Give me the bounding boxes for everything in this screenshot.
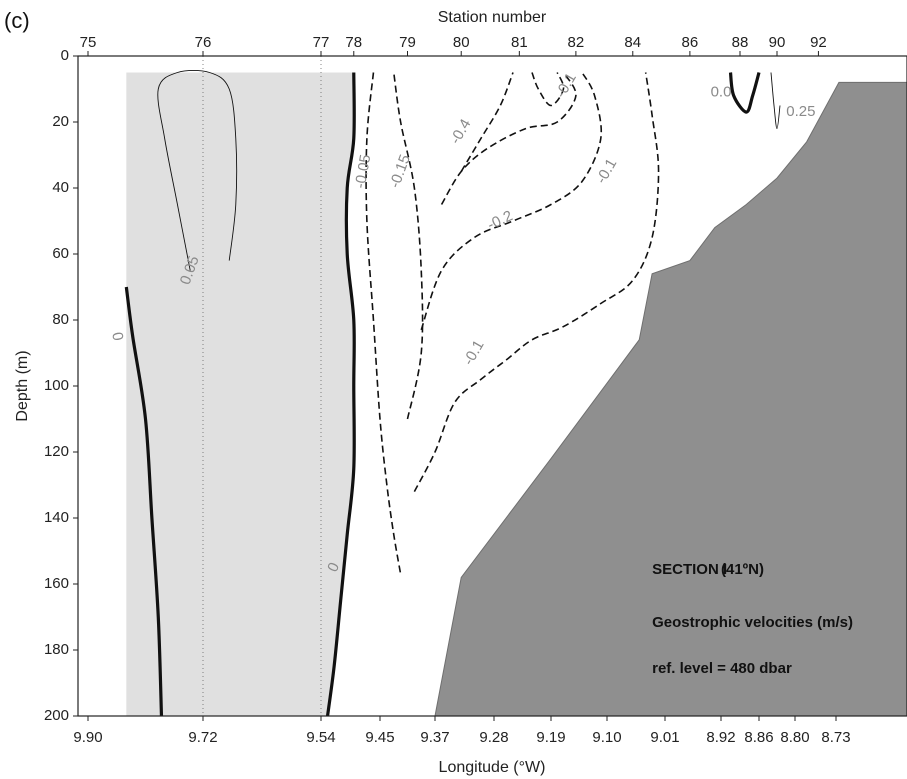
x-tick-label: 8.92 — [706, 729, 735, 746]
section-annotation: SECTION I — [652, 561, 727, 578]
station-label: 82 — [568, 34, 585, 51]
contour-line — [157, 69, 238, 271]
contour-line — [365, 72, 402, 575]
x-tick-label: 9.28 — [479, 729, 508, 746]
station-label: 86 — [682, 34, 699, 51]
x-tick-label: 8.73 — [821, 729, 850, 746]
y-tick-label: 180 — [44, 641, 69, 658]
station-label: 90 — [769, 34, 786, 51]
panel-label: (c) — [4, 8, 30, 33]
x-tick-label: 9.54 — [306, 729, 335, 746]
y-tick-label: 60 — [52, 245, 69, 262]
shaded-region — [126, 72, 354, 716]
y-tick-label: 200 — [44, 707, 69, 724]
x-tick-label: 9.90 — [73, 729, 102, 746]
station-label: 75 — [80, 34, 97, 51]
y-tick-label: 20 — [52, 113, 69, 130]
contour-line — [728, 72, 761, 114]
y-tick-label: 40 — [52, 179, 69, 196]
station-label: 78 — [345, 34, 362, 51]
contour-line — [392, 72, 424, 420]
y-tick-label: 140 — [44, 509, 69, 526]
contour-label: -0.1 — [460, 337, 488, 368]
section-annotation: ref. level = 480 dbar — [652, 660, 792, 677]
y-tick-label: 160 — [44, 575, 69, 592]
x-tick-label: 8.86 — [744, 729, 773, 746]
y-tick-label: 100 — [44, 377, 69, 394]
contour-label: 0 — [108, 331, 126, 342]
x-tick-label: 9.19 — [536, 729, 565, 746]
contour-line — [413, 72, 660, 492]
contour-label: 0.25 — [786, 103, 815, 120]
y-tick-label: 120 — [44, 443, 69, 460]
contour-line — [460, 72, 514, 172]
station-label: 80 — [453, 34, 470, 51]
x-axis-title: Longitude (°W) — [439, 759, 546, 776]
contour-line — [420, 72, 603, 331]
y-tick-label: 0 — [61, 47, 69, 64]
x-tick-label: 9.37 — [420, 729, 449, 746]
contour-line — [770, 72, 781, 130]
contour-line — [124, 286, 164, 717]
section-annotation: Geostrophic velocities (m/s) — [652, 614, 853, 631]
y-axis-title: Depth (m) — [14, 350, 31, 421]
top-axis-title: Station number — [438, 9, 547, 26]
contour-label: -0.2 — [485, 207, 516, 233]
station-label: 81 — [511, 34, 528, 51]
x-tick-label: 9.10 — [592, 729, 621, 746]
contour-label: -0.1 — [593, 156, 621, 187]
contour-label: -0.4 — [447, 116, 475, 147]
seafloor-bathymetry — [434, 81, 907, 717]
contour-label: -0.05 — [352, 153, 375, 190]
x-tick-label: 9.45 — [365, 729, 394, 746]
contour-label: -0.15 — [386, 152, 414, 190]
station-label: 76 — [195, 34, 212, 51]
plot-area: 000.05-0.05 -0.15-0.4-0.2-0.1-0.1-0.10.25… — [44, 34, 907, 746]
x-tick-label: 8.80 — [780, 729, 809, 746]
station-label: 88 — [732, 34, 749, 51]
contour-label: 0.0 — [711, 83, 732, 100]
station-label: 77 — [313, 34, 330, 51]
station-label: 92 — [810, 34, 827, 51]
section-annotation: (41ºN) — [721, 561, 764, 578]
y-tick-label: 80 — [52, 311, 69, 328]
x-tick-label: 9.72 — [188, 729, 217, 746]
station-label: 79 — [399, 34, 416, 51]
station-label: 84 — [624, 34, 641, 51]
x-tick-label: 9.01 — [650, 729, 679, 746]
contour-line — [325, 72, 356, 717]
contour-line — [440, 72, 577, 205]
contour-line — [531, 72, 565, 107]
